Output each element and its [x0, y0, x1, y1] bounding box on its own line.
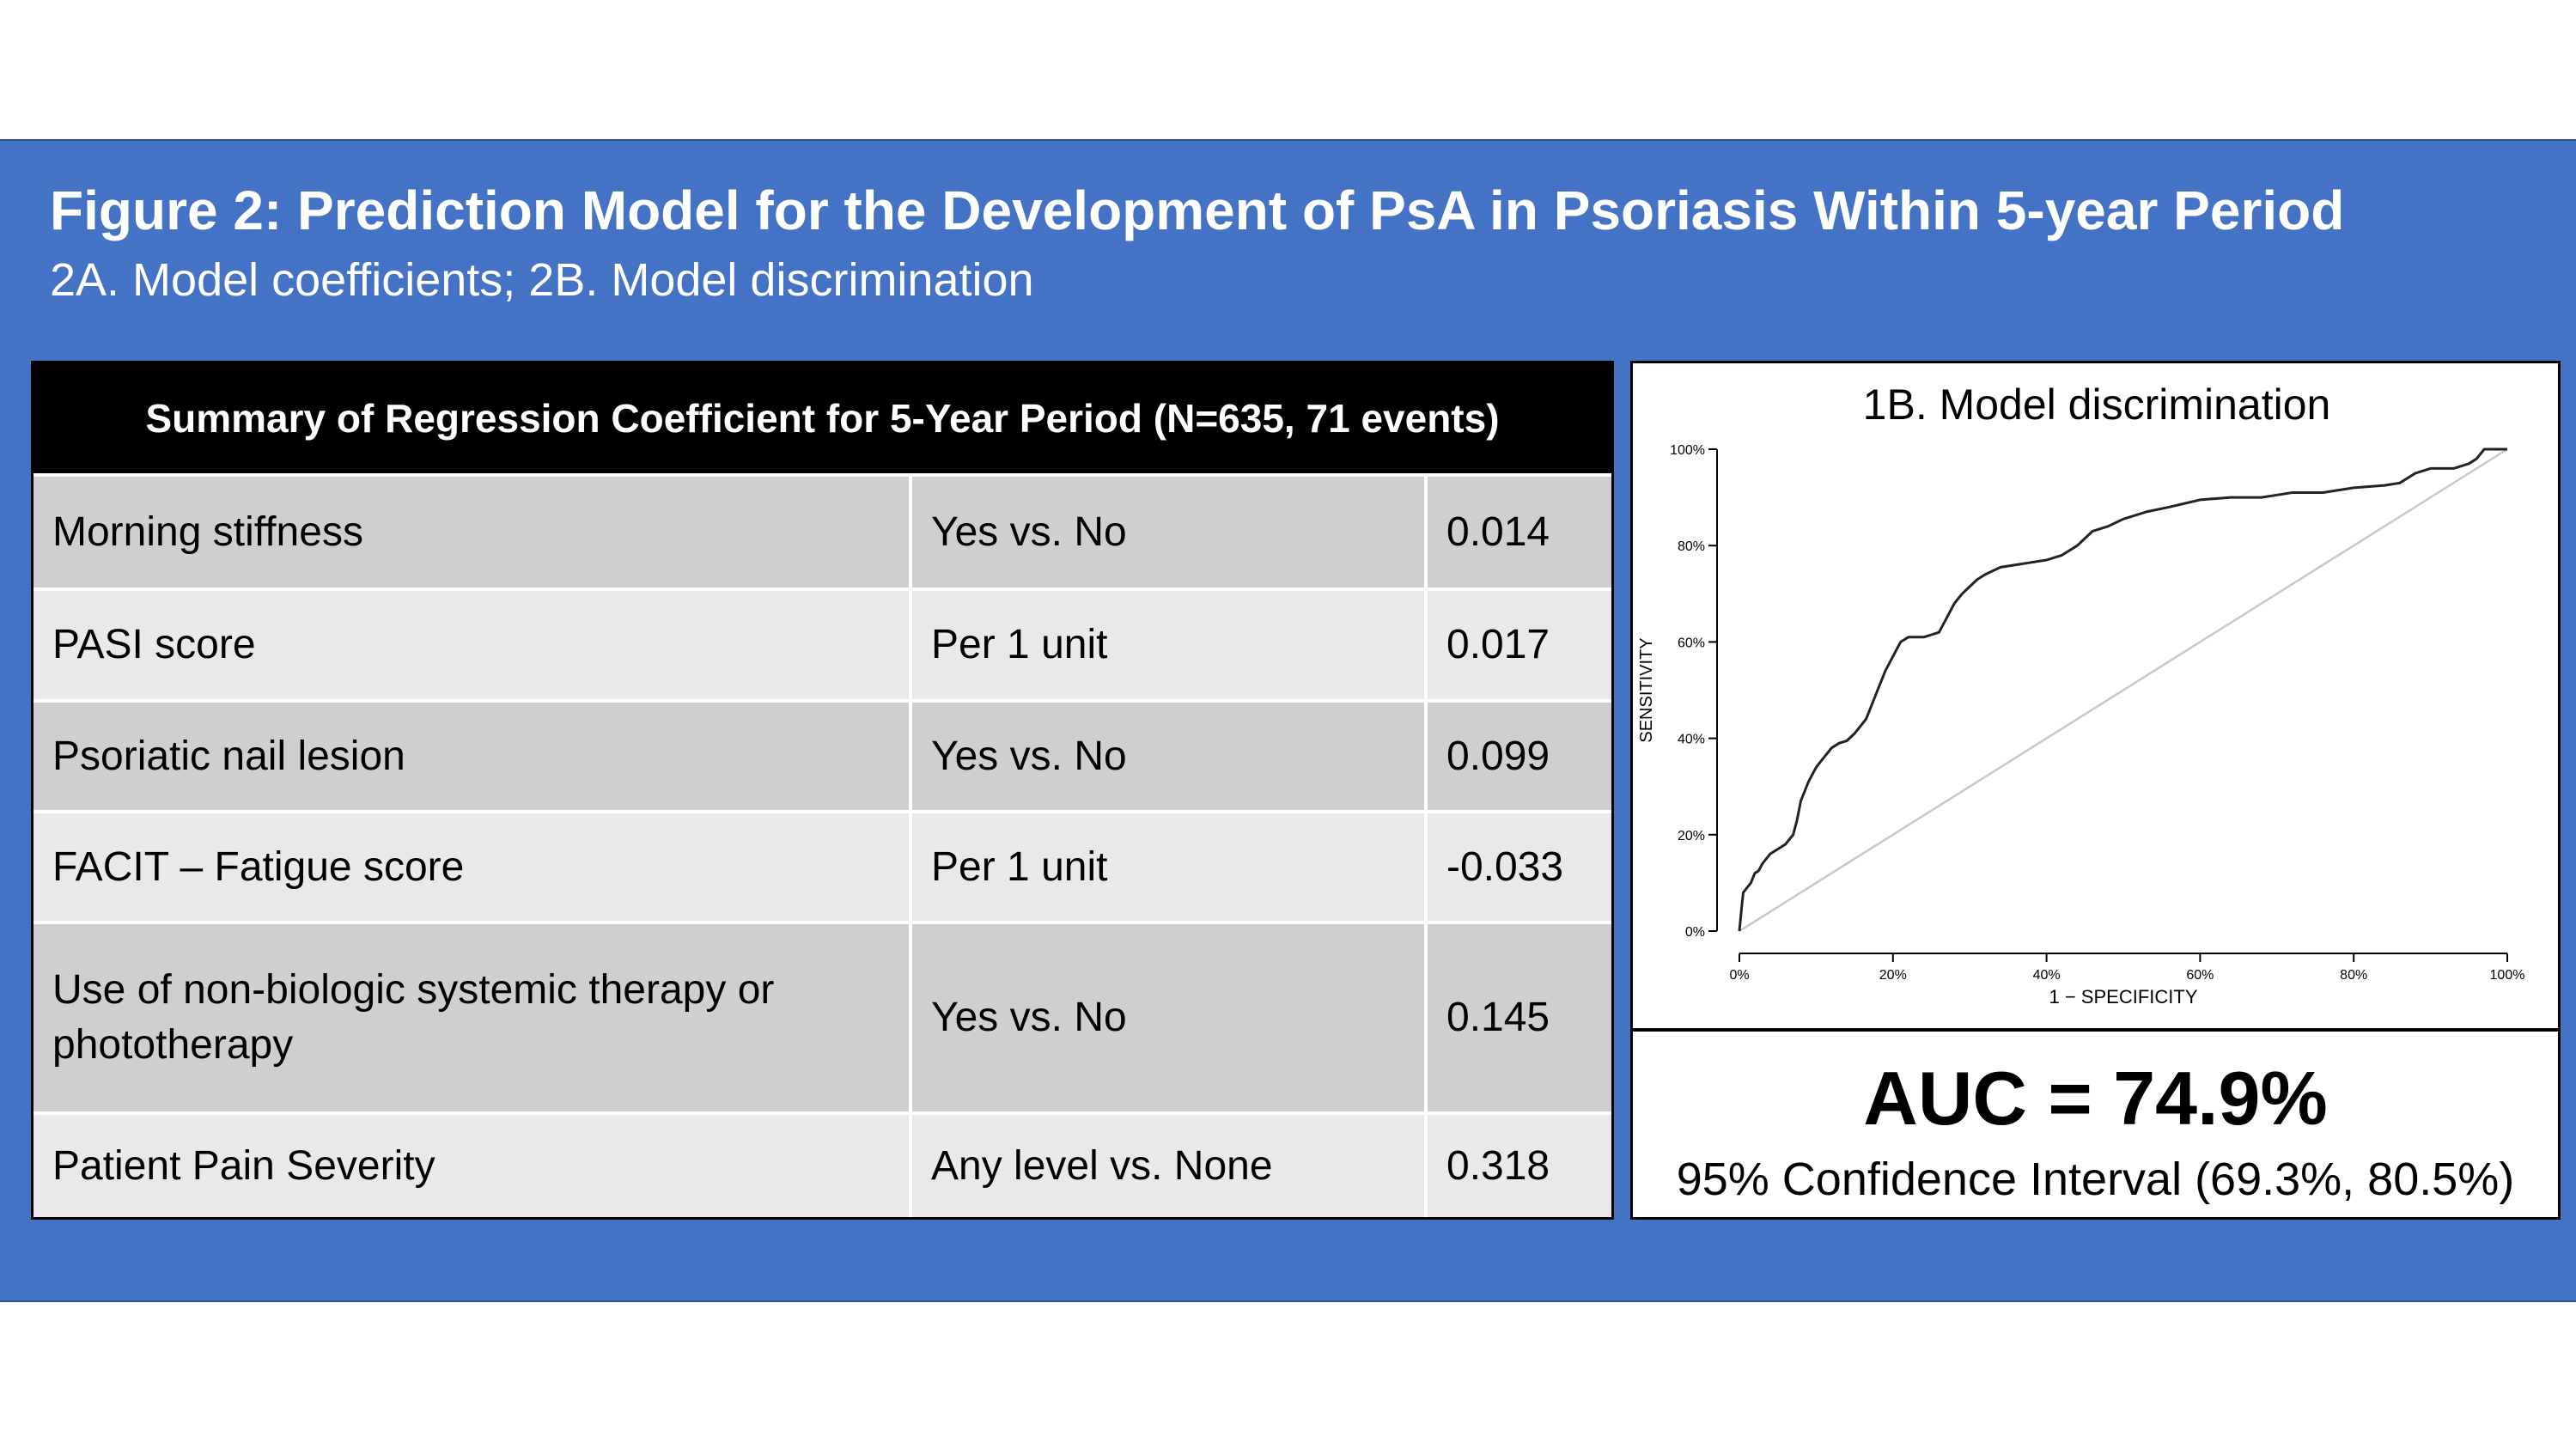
roc-chart: 1B. Model discrimination 0% 20% 40% 60% 80% 1… [1637, 381, 2524, 1008]
x-tick-label: 60% [2186, 968, 2214, 983]
comparison-cell: Per 1 unit [912, 813, 1428, 921]
variable-cell: Use of non-biologic systemic therapy or … [33, 924, 912, 1111]
chart-title: 1B. Model discrimination [1863, 381, 2331, 429]
y-axis-label: SENSITIVITY [1637, 637, 1656, 742]
y-tick-label: 100% [1670, 443, 1705, 458]
auc-panel: AUC = 74.9% 95% Confidence Interval (69.… [1630, 1029, 2561, 1220]
figure-title: Figure 2: Prediction Model for the Devel… [50, 180, 2345, 241]
variable-cell: FACIT – Fatigue score [33, 813, 912, 921]
roc-curve [1738, 447, 2507, 932]
auc-value: AUC = 74.9% [1863, 1056, 2328, 1141]
comparison-cell: Yes vs. No [912, 924, 1428, 1111]
table-row: PASI score Per 1 unit 0.017 [33, 588, 1611, 699]
x-tick-label: 100% [2490, 968, 2525, 983]
coefficient-cell: 0.017 [1446, 622, 1550, 667]
reference-line [1739, 447, 2508, 933]
auc-confidence-interval: 95% Confidence Interval (69.3%, 80.5%) [1676, 1154, 2515, 1205]
x-tick-label: 80% [2340, 968, 2367, 983]
y-tick-label: 40% [1678, 733, 1705, 747]
coefficient-cell: 0.014 [1446, 508, 1550, 555]
y-tick-label: 80% [1678, 539, 1705, 554]
table-row: Patient Pain Severity Any level vs. None… [33, 1111, 1611, 1217]
comparison-cell: Yes vs. No [912, 703, 1428, 810]
variable-cell: Psoriatic nail lesion [33, 703, 912, 810]
comparison-cell: Per 1 unit [912, 591, 1428, 699]
variable-cell: Morning stiffness [33, 477, 912, 588]
table-row: Use of non-biologic systemic therapy or … [33, 921, 1611, 1111]
coefficient-cell: -0.033 [1446, 843, 1564, 890]
comparison-cell: Any level vs. None [912, 1115, 1428, 1217]
roc-chart-panel: 1B. Model discrimination 0% 20% 40% 60% 80% 1… [1630, 361, 2561, 1031]
table-row: FACIT – Fatigue score Per 1 unit -0.033 [33, 810, 1611, 921]
coefficient-cell: 0.145 [1446, 995, 1550, 1040]
y-axis: 0% 20% 40% 60% 80% 100% [1670, 443, 1718, 940]
table-header: Summary of Regression Coefficient for 5-… [33, 363, 1611, 473]
y-tick-label: 0% [1685, 925, 1705, 940]
x-axis-label: 1 − SPECIFICITY [2049, 986, 2198, 1008]
variable-cell: PASI score [33, 591, 912, 699]
series-layer [1738, 447, 2508, 933]
variable-cell: Patient Pain Severity [33, 1115, 912, 1217]
x-tick-label: 40% [2033, 968, 2061, 983]
comparison-cell: Yes vs. No [912, 477, 1428, 588]
y-tick-label: 60% [1678, 636, 1705, 650]
y-tick-label: 20% [1678, 829, 1705, 843]
table-row: Psoriatic nail lesion Yes vs. No 0.099 [33, 699, 1611, 810]
coefficient-cell: 0.099 [1446, 733, 1550, 779]
coefficient-table: Summary of Regression Coefficient for 5-… [31, 361, 1614, 1220]
x-tick-label: 0% [1729, 968, 1749, 983]
x-axis: 0% 20% 40% 60% 80% 100% [1729, 953, 2524, 983]
x-tick-label: 20% [1879, 968, 1907, 983]
table-row: Morning stiffness Yes vs. No 0.014 [33, 473, 1611, 588]
coefficient-cell: 0.318 [1446, 1142, 1550, 1189]
figure-subtitle: 2A. Model coefficients; 2B. Model discri… [50, 254, 1034, 306]
